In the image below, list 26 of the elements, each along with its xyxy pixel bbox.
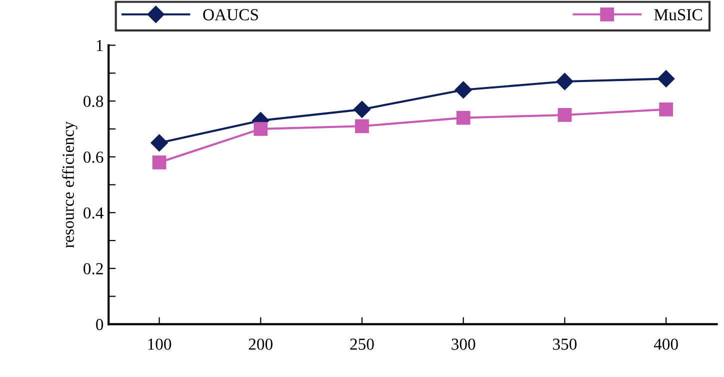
point [558,108,572,122]
x-tick-label: 200 [248,338,273,350]
point [556,72,574,90]
point [152,155,166,170]
y-tick-label: 0.4 [84,207,104,219]
y-tick-label: 0.2 [84,263,103,274]
point [659,102,674,116]
y-axis-title: resource efficiency [62,121,78,248]
y-tick-label: 0.8 [84,96,104,108]
legend-label: OAUCS [203,9,258,20]
x-tick-label: 250 [350,338,374,350]
point [454,81,472,98]
point [353,100,371,118]
x-tick-label: 300 [452,338,476,350]
y-tick-label: 0.6 [84,152,104,163]
y-tick-label: 1 [96,40,103,52]
x-tick-label: 400 [654,338,678,350]
point [150,134,168,152]
point [355,119,369,134]
x-tick-label: 350 [553,338,577,350]
x-tick-label: 100 [148,338,172,350]
point [658,70,675,88]
y-tick-label: 0 [96,318,104,330]
point [456,110,470,125]
legend-label: MuSIC [654,9,702,20]
point [254,122,268,136]
